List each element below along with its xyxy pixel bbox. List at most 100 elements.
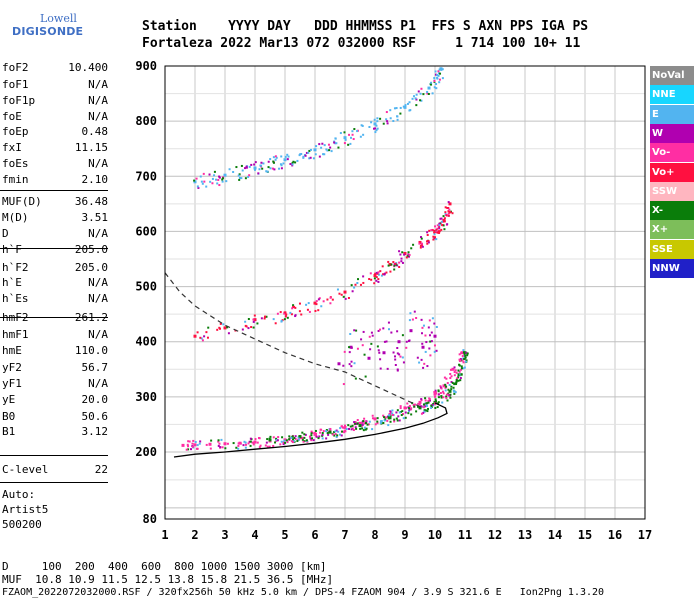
echo-dot: [356, 422, 359, 425]
echo-dot: [387, 416, 390, 419]
param-row: foF1p N/A: [2, 94, 108, 107]
echo-dot: [427, 240, 430, 243]
echo-dot: [321, 433, 324, 436]
echo-dot: [302, 155, 305, 158]
echo-dot: [437, 401, 440, 404]
echo-dot: [439, 385, 442, 388]
echo-dot: [441, 68, 444, 71]
echo-dot: [440, 217, 443, 220]
data-point: [358, 421, 362, 425]
echo-dot: [432, 403, 435, 406]
param-value: 20.0: [81, 393, 109, 406]
echo-dot: [462, 361, 465, 364]
echo-dot: [221, 446, 224, 449]
param-key: foEp: [2, 125, 29, 138]
echo-dot: [323, 144, 326, 147]
echo-dot: [459, 358, 462, 361]
echo-dot: [274, 155, 277, 158]
echo-dot: [265, 315, 268, 318]
echo-dot: [238, 173, 241, 176]
echo-dot: [279, 163, 282, 166]
echo-dot: [280, 167, 283, 170]
echo-dot: [386, 120, 389, 123]
echo-dot: [394, 355, 397, 358]
echo-dot: [194, 440, 197, 443]
echo-dot: [387, 321, 390, 324]
echo-dot: [440, 228, 443, 231]
echo-dot: [408, 255, 411, 258]
echo-dot: [396, 115, 399, 118]
echo-dot: [310, 432, 313, 435]
echo-dot: [244, 441, 247, 444]
echo-dot: [377, 278, 380, 281]
echo-dot: [345, 428, 348, 431]
echo-dot: [425, 404, 428, 407]
echo-dot: [209, 447, 212, 450]
echo-dot: [274, 322, 277, 325]
series-X-: [268, 351, 469, 446]
echo-dot: [436, 406, 439, 409]
echo-dot: [455, 380, 458, 383]
echo-dot: [371, 417, 374, 420]
echo-dot: [258, 437, 261, 440]
echo-dot: [308, 310, 311, 313]
echo-dot: [284, 311, 287, 314]
echo-dot: [341, 430, 344, 433]
echo-dot: [333, 431, 336, 434]
echo-dot: [266, 445, 269, 448]
echo-dot: [427, 92, 430, 95]
data-point: [382, 351, 386, 355]
echo-dot: [410, 407, 413, 410]
echo-dot: [408, 404, 411, 407]
echo-dot: [286, 153, 289, 156]
echo-dot: [444, 213, 447, 216]
legend-item: SSW: [650, 181, 694, 201]
param-key: yE: [2, 393, 16, 406]
echo-dot: [292, 304, 295, 307]
param-key: h`F: [2, 243, 22, 256]
param-separator: [0, 482, 108, 483]
echo-dot: [249, 444, 252, 447]
echo-dot: [195, 177, 198, 180]
echo-dot: [298, 302, 301, 305]
echo-dot: [438, 81, 441, 84]
echo-dot: [333, 141, 336, 144]
logo-lowell: Lowell: [40, 12, 77, 25]
echo-dot: [248, 165, 251, 168]
echo-dot: [284, 155, 287, 158]
data-point: [373, 417, 377, 421]
header-labels: Station YYYY DAY DDD HHMMSS P1 FFS S AXN…: [142, 19, 589, 34]
echo-dot: [364, 428, 367, 431]
echo-dot: [399, 253, 402, 256]
echo-dot: [438, 225, 441, 228]
echo-dot: [327, 433, 330, 436]
echo-dot: [426, 92, 429, 95]
echo-dot: [272, 160, 275, 163]
echo-dot: [252, 443, 255, 446]
echo-dot: [299, 153, 302, 156]
echo-dot: [335, 429, 338, 432]
echo-dot: [291, 163, 294, 166]
echo-dot: [340, 293, 343, 296]
echo-dot: [288, 435, 291, 438]
echo-dot: [314, 153, 317, 156]
data-point: [433, 334, 437, 338]
echo-dot: [392, 351, 395, 354]
legend-item: NoVal: [650, 66, 694, 85]
param-key: foF2: [2, 61, 29, 74]
x-tick-label: 16: [608, 528, 622, 542]
echo-dot: [187, 445, 190, 448]
echo-dot: [434, 395, 437, 398]
echo-dot: [426, 365, 429, 368]
echo-dot: [382, 327, 385, 330]
echo-dot: [401, 356, 404, 359]
echo-dot: [420, 332, 423, 335]
echo-dot: [344, 426, 347, 429]
echo-dot: [440, 220, 443, 223]
echo-dot: [311, 437, 314, 440]
echo-dot: [464, 360, 467, 363]
echo-dot: [337, 430, 340, 433]
echo-dot: [414, 403, 417, 406]
echo-dot: [274, 158, 277, 161]
echo-dot: [389, 109, 392, 112]
